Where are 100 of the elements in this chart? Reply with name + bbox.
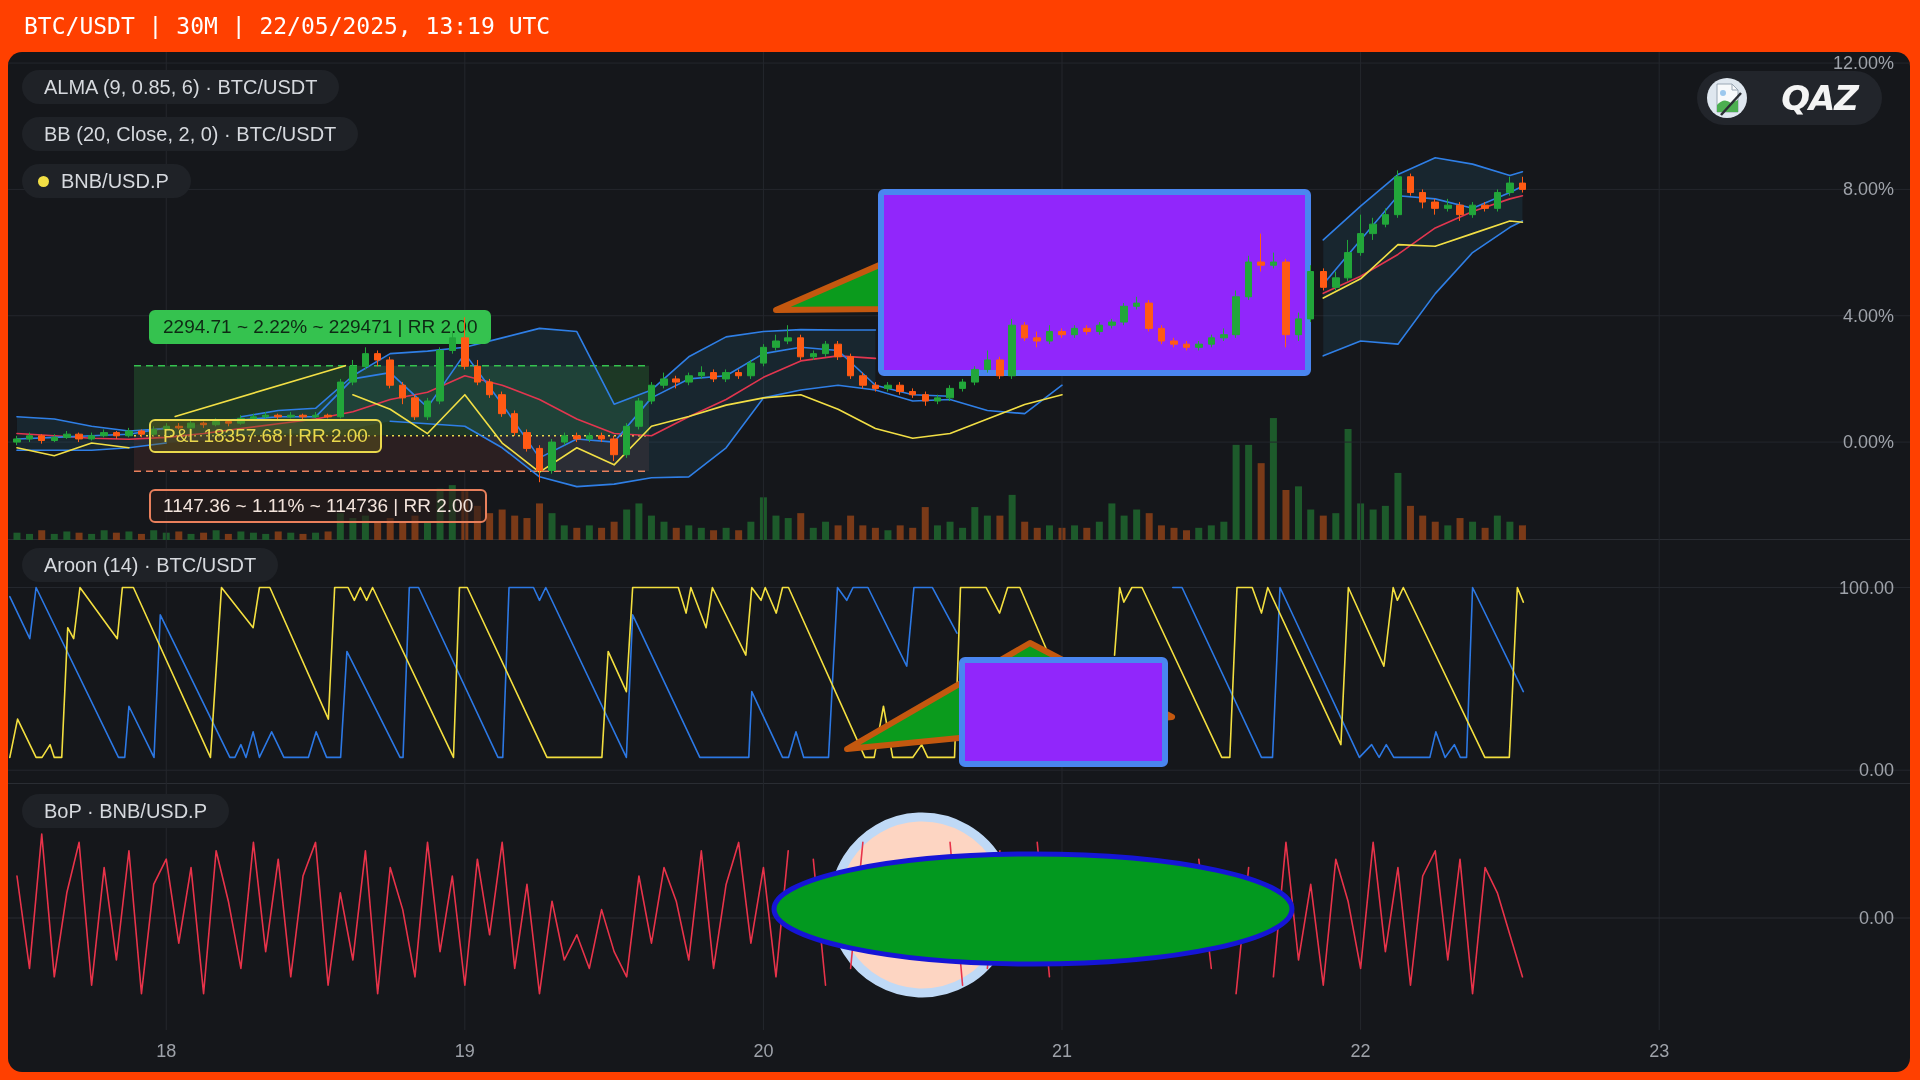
bar xyxy=(822,521,830,540)
bar xyxy=(635,503,643,540)
y-tick-label: 12.00% xyxy=(1832,53,1894,74)
bar xyxy=(685,525,693,540)
candlestick xyxy=(797,334,804,361)
candlestick xyxy=(200,421,207,429)
bar xyxy=(75,532,83,540)
candlestick xyxy=(685,372,693,386)
candlestick xyxy=(1208,334,1215,348)
y-tick-label: 100.00 xyxy=(1838,577,1894,598)
x-tick-label: 19 xyxy=(454,1041,475,1061)
candlestick xyxy=(1021,321,1028,342)
candlestick xyxy=(1382,207,1389,228)
bar xyxy=(847,515,855,540)
candlestick xyxy=(934,394,941,405)
bar xyxy=(809,527,817,540)
candlestick xyxy=(984,349,991,374)
candlestick xyxy=(362,346,369,370)
annotation: QAZ xyxy=(1781,78,1858,118)
candlestick xyxy=(100,428,108,438)
candlestick xyxy=(784,324,792,345)
candlestick xyxy=(909,387,916,399)
candlestick xyxy=(1058,327,1066,339)
bar xyxy=(1444,525,1452,540)
x-tick-label: 20 xyxy=(753,1041,774,1061)
annotation: BB (20, Close, 2, 0) · BTC/USDT xyxy=(22,117,359,151)
candlestick xyxy=(1444,198,1452,213)
candlestick xyxy=(1506,176,1514,197)
bar xyxy=(336,513,344,540)
candlestick xyxy=(386,356,394,389)
bar xyxy=(1419,515,1427,540)
bar xyxy=(349,518,357,540)
candlestick xyxy=(772,334,780,351)
bar xyxy=(1207,525,1215,540)
candlestick xyxy=(1295,312,1302,342)
bar xyxy=(1083,527,1091,540)
candlestick xyxy=(51,433,58,443)
bar xyxy=(287,532,295,540)
candlestick xyxy=(312,411,319,419)
candlestick xyxy=(1033,331,1041,348)
y-tick-label: 4.00% xyxy=(1842,305,1894,326)
bar xyxy=(1183,530,1191,540)
bar xyxy=(1493,515,1501,540)
bar xyxy=(672,527,680,540)
bar xyxy=(523,518,531,540)
bar xyxy=(871,527,879,540)
x-tick-label: 18 xyxy=(156,1041,177,1061)
bar xyxy=(710,530,718,540)
candlestick xyxy=(63,430,71,440)
candlestick xyxy=(1145,299,1153,333)
candlestick xyxy=(536,444,543,483)
candlestick xyxy=(38,433,45,445)
candlestick xyxy=(698,365,705,380)
bar xyxy=(1518,525,1526,540)
candlestick xyxy=(1519,176,1526,194)
candlestick xyxy=(262,411,269,419)
bar xyxy=(262,533,270,540)
bar xyxy=(797,513,805,540)
candlestick xyxy=(511,410,518,437)
bar xyxy=(896,525,904,540)
bar xyxy=(859,525,867,540)
chart-title: BoP · BNB/USD.P xyxy=(22,794,230,828)
bar xyxy=(909,527,917,540)
candlestick xyxy=(760,343,767,367)
annotation: ALMA (9, 0.85, 6) · BTC/USDT xyxy=(22,70,340,104)
candlestick xyxy=(150,425,157,437)
bar xyxy=(1332,513,1340,540)
bar xyxy=(1157,525,1165,540)
bar xyxy=(26,533,33,540)
bar xyxy=(884,530,892,540)
candlestick xyxy=(573,432,581,443)
bar xyxy=(1071,525,1079,540)
candlestick xyxy=(212,417,220,427)
candlestick xyxy=(399,381,406,405)
bar xyxy=(1021,521,1029,540)
candlestick xyxy=(1320,267,1327,291)
bar xyxy=(548,513,556,540)
bar xyxy=(361,515,369,540)
bar xyxy=(1431,521,1439,540)
candlestick xyxy=(896,381,904,396)
bar xyxy=(585,525,593,540)
bar xyxy=(38,530,46,540)
bar xyxy=(934,525,941,540)
candlestick xyxy=(884,381,892,393)
x-tick-label: 22 xyxy=(1350,1041,1371,1061)
candlestick xyxy=(138,428,145,438)
candlestick xyxy=(834,340,842,361)
candlestick xyxy=(1494,188,1501,213)
candlestick xyxy=(610,435,618,462)
bar xyxy=(1456,518,1464,540)
bar xyxy=(374,521,382,540)
bar xyxy=(1394,472,1402,540)
bar xyxy=(1245,444,1253,540)
candlestick xyxy=(710,368,717,383)
bar xyxy=(1344,429,1352,540)
candlestick xyxy=(1170,337,1178,348)
bar xyxy=(598,527,606,540)
bar xyxy=(88,533,96,540)
candlestick xyxy=(946,384,954,402)
bar xyxy=(212,530,220,540)
